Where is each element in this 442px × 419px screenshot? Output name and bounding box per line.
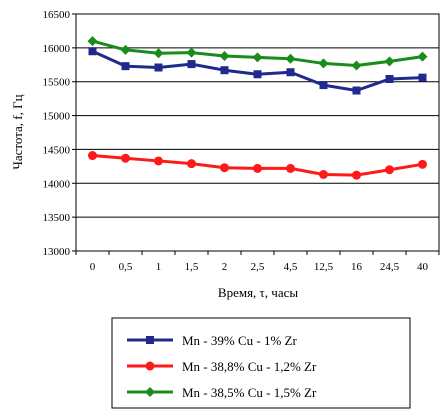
legend-marker (146, 336, 154, 344)
x-tick-label: 40 (417, 261, 429, 273)
x-tick-label: 1,5 (185, 261, 199, 273)
data-point (318, 58, 329, 69)
data-point (286, 163, 295, 173)
y-axis-ticks: 13000 13500 14000 14500 15000 15500 16000 16500 (43, 9, 76, 258)
data-point (253, 70, 262, 79)
data-point (187, 159, 196, 169)
data-point (253, 163, 262, 173)
x-tick-label: 0 (90, 261, 96, 273)
grid-lines (76, 13, 439, 252)
x-axis-ticks: 0 0,5 1 1,5 2 2,5 4,5 12,5 16 24,5 40 (75, 251, 440, 273)
data-point (220, 66, 229, 75)
data-point (319, 81, 328, 90)
data-point (219, 50, 230, 61)
legend-marker (145, 361, 155, 371)
y-tick-label: 13500 (43, 212, 71, 224)
y-tick-label: 16000 (43, 43, 71, 55)
data-point (186, 47, 197, 58)
legend-item: Mn - 38,8% Cu - 1,2% Zr (127, 359, 317, 374)
data-point (220, 163, 229, 173)
series-1 (88, 47, 427, 95)
y-axis-label: Частота, f, Гц (10, 94, 25, 169)
series-2 (88, 151, 427, 180)
data-point (154, 63, 163, 72)
data-point (417, 51, 428, 62)
x-tick-label: 12,5 (314, 261, 334, 273)
plot-area (75, 13, 440, 252)
data-point (352, 86, 361, 95)
data-point (418, 73, 427, 82)
legend-label: Mn - 39% Cu - 1% Zr (182, 333, 297, 348)
legend-label: Mn - 38,5% Cu - 1,5% Zr (182, 385, 317, 400)
legend-marker (145, 387, 155, 397)
y-tick-label: 15000 (43, 111, 71, 123)
data-point (384, 56, 395, 67)
data-point (88, 47, 97, 56)
data-point (87, 36, 98, 47)
x-tick-label: 1 (156, 261, 162, 273)
x-tick-label: 24,5 (380, 261, 400, 273)
data-point (385, 75, 394, 84)
x-tick-label: 0,5 (119, 261, 133, 273)
y-tick-label: 14500 (43, 144, 71, 156)
data-point (352, 170, 361, 180)
series-layer (87, 36, 428, 180)
data-point (187, 60, 196, 69)
y-tick-label: 15500 (43, 77, 71, 89)
data-point (88, 151, 97, 161)
data-point (154, 156, 163, 166)
x-tick-label: 2,5 (251, 261, 265, 273)
y-tick-label: 14000 (43, 178, 71, 190)
data-point (153, 48, 164, 59)
data-point (285, 53, 296, 64)
data-point (121, 153, 130, 163)
x-axis-label: Время, τ, часы (218, 285, 298, 300)
x-tick-label: 2 (222, 261, 228, 273)
data-point (385, 165, 394, 175)
legend-item: Mn - 38,5% Cu - 1,5% Zr (127, 385, 317, 400)
x-tick-label: 4,5 (284, 261, 298, 273)
legend-item: Mn - 39% Cu - 1% Zr (127, 333, 297, 348)
data-point (252, 52, 263, 63)
y-tick-label: 16500 (43, 9, 71, 21)
series-3 (87, 36, 428, 71)
data-point (286, 68, 295, 77)
y-tick-label: 13000 (43, 246, 71, 258)
legend-label: Mn - 38,8% Cu - 1,2% Zr (182, 359, 317, 374)
data-point (120, 44, 131, 55)
legend: Mn - 39% Cu - 1% Zr Mn - 38,8% Cu - 1,2% … (111, 317, 411, 409)
x-tick-label: 16 (351, 261, 363, 273)
data-point (351, 60, 362, 71)
data-point (418, 159, 427, 169)
data-point (121, 62, 130, 71)
data-point (319, 169, 328, 179)
